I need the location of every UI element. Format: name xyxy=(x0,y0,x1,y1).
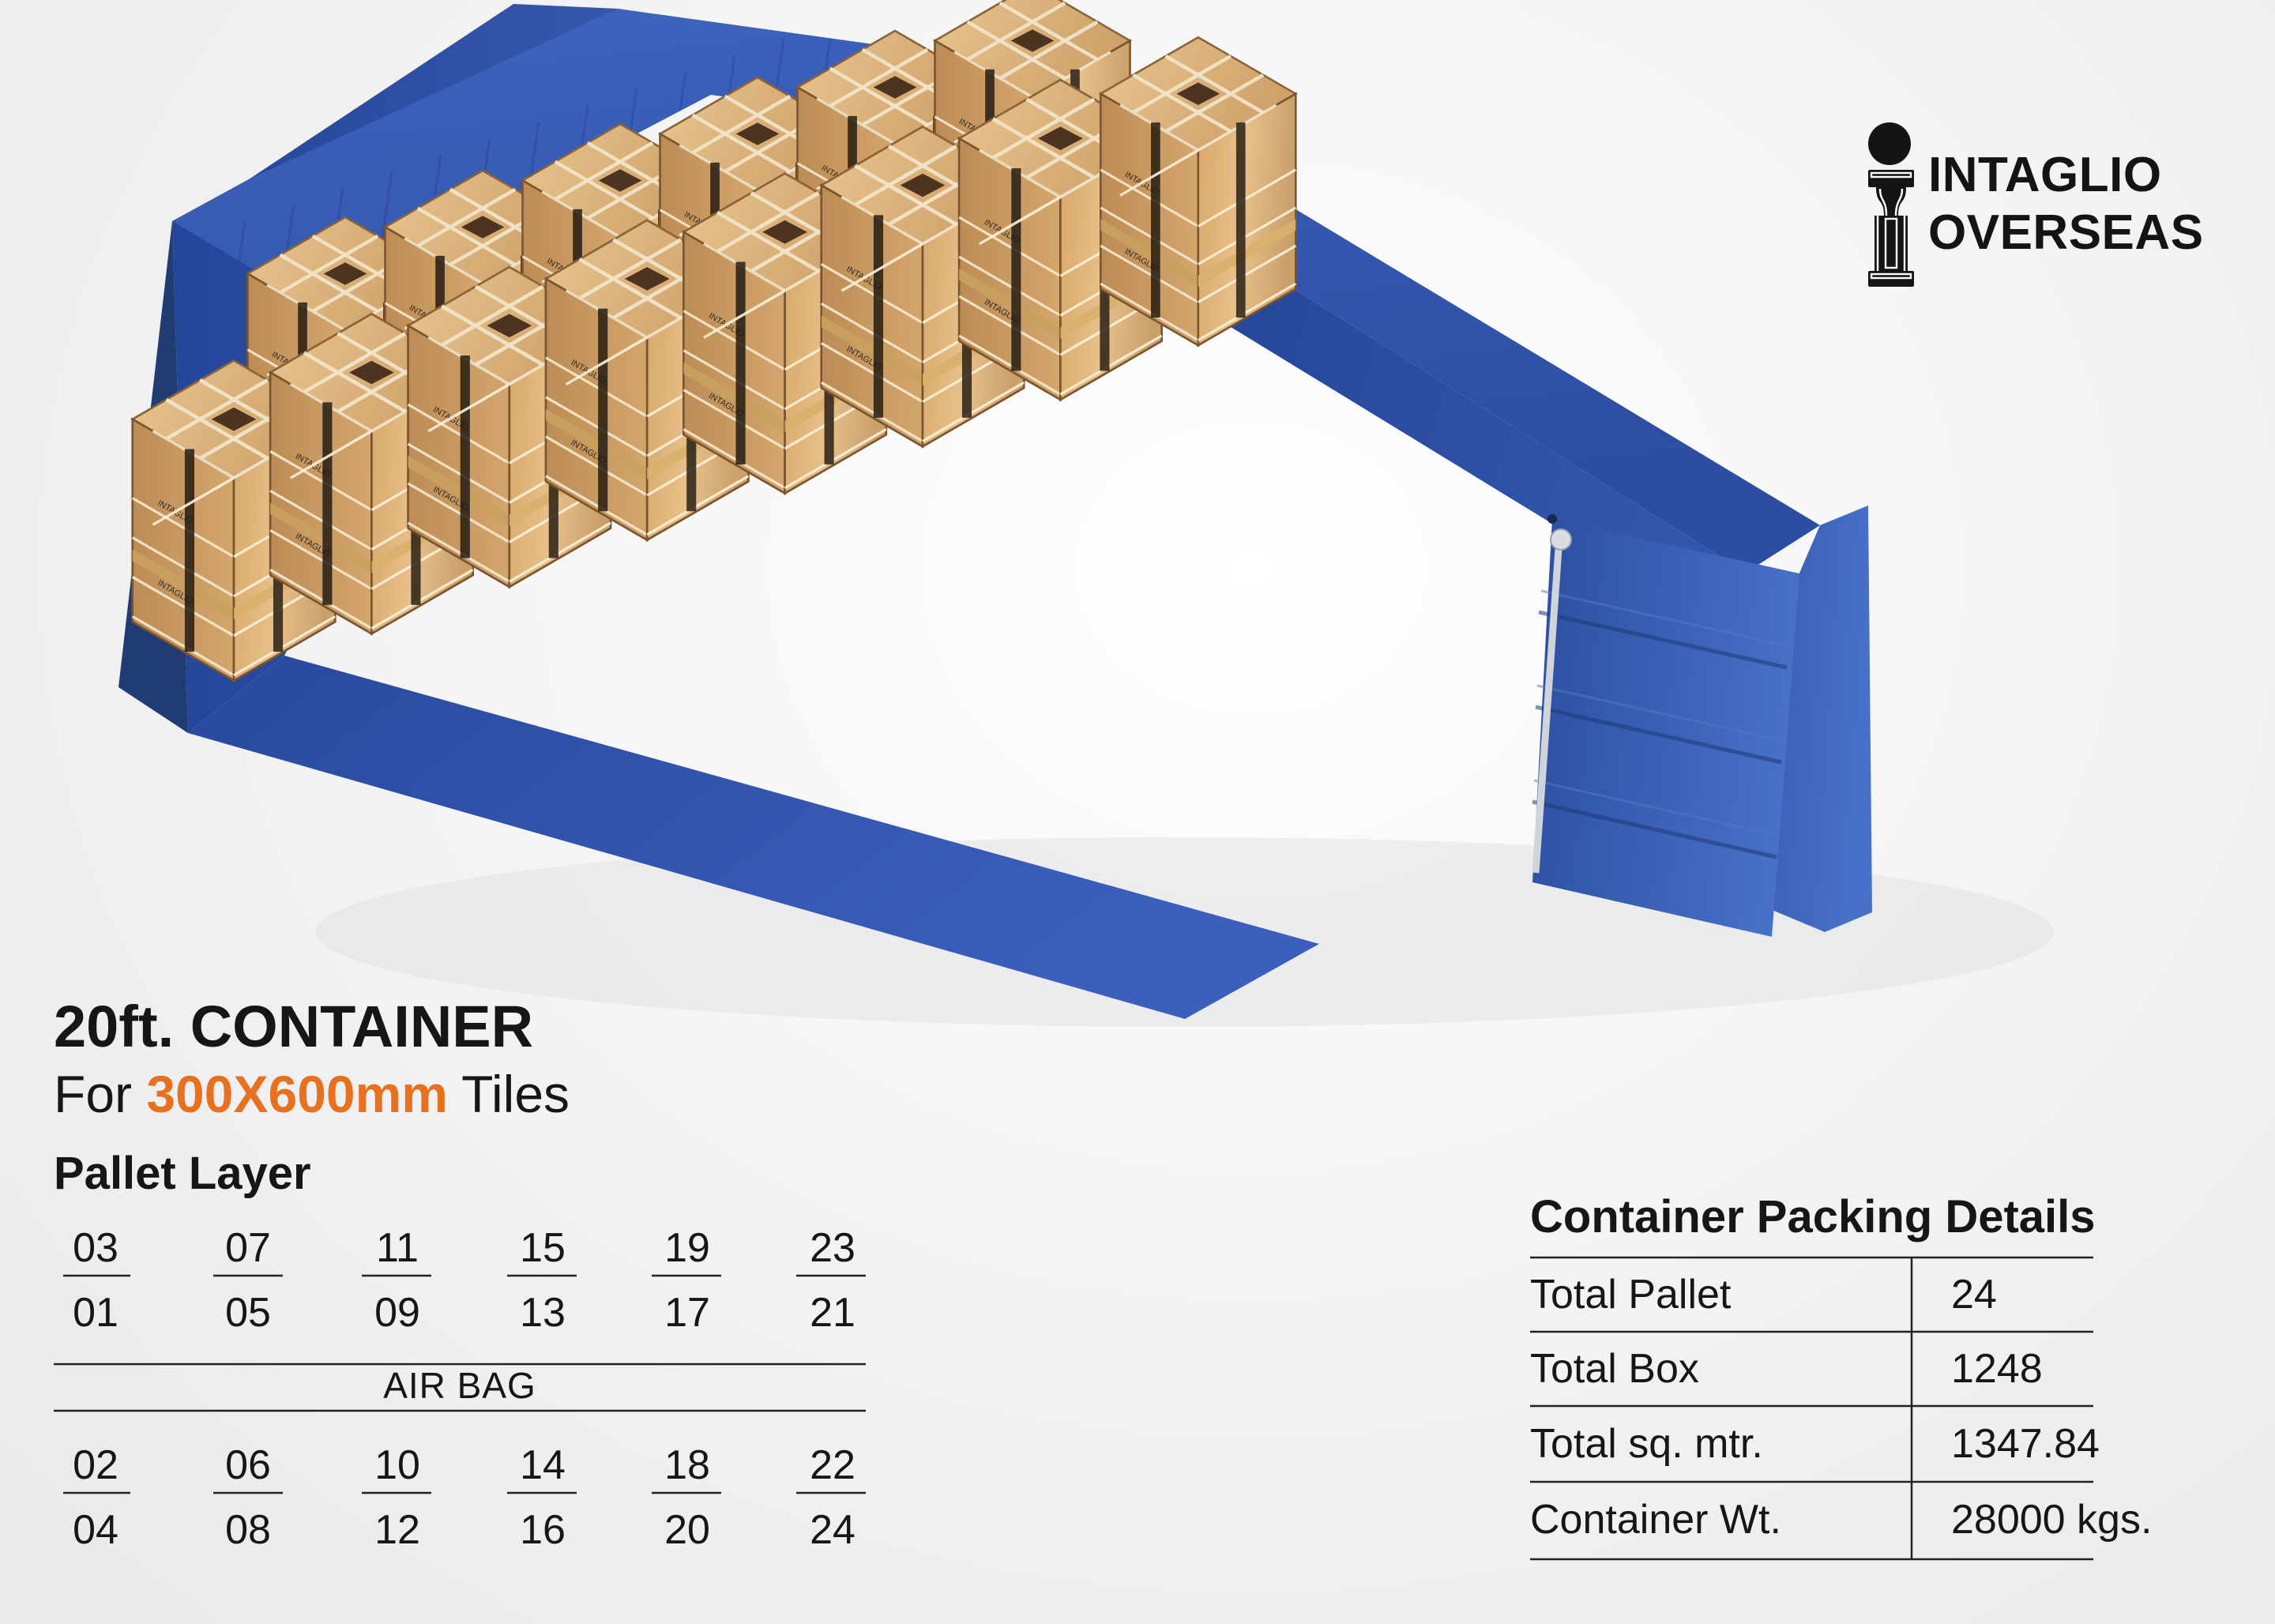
svg-text:11: 11 xyxy=(376,1225,419,1271)
svg-text:15: 15 xyxy=(520,1225,566,1271)
svg-text:19: 19 xyxy=(664,1225,710,1271)
svg-text:21: 21 xyxy=(810,1290,855,1336)
svg-text:03: 03 xyxy=(73,1225,118,1271)
svg-text:17: 17 xyxy=(664,1290,710,1336)
svg-text:22: 22 xyxy=(810,1442,855,1488)
svg-text:12: 12 xyxy=(374,1507,420,1553)
svg-text:13: 13 xyxy=(520,1290,566,1336)
svg-text:06: 06 xyxy=(225,1442,271,1488)
svg-text:INTAGLIO: INTAGLIO xyxy=(1928,148,2162,202)
svg-text:18: 18 xyxy=(664,1442,710,1488)
svg-text:04: 04 xyxy=(73,1507,118,1553)
svg-text:1347.84: 1347.84 xyxy=(1951,1421,2100,1467)
svg-text:14: 14 xyxy=(520,1442,566,1488)
svg-text:24: 24 xyxy=(810,1507,855,1553)
svg-text:24: 24 xyxy=(1951,1272,1997,1318)
svg-text:Container Packing Details: Container Packing Details xyxy=(1530,1191,2096,1242)
svg-text:AIR BAG: AIR BAG xyxy=(383,1365,536,1406)
svg-text:Container Wt.: Container Wt. xyxy=(1530,1497,1781,1543)
svg-text:20: 20 xyxy=(664,1507,710,1553)
svg-text:02: 02 xyxy=(73,1442,118,1488)
svg-text:1248: 1248 xyxy=(1951,1346,2043,1392)
svg-text:20ft. CONTAINER: 20ft. CONTAINER xyxy=(54,994,533,1059)
svg-text:For 300X600mm Tiles: For 300X600mm Tiles xyxy=(54,1065,570,1123)
svg-text:Pallet Layer: Pallet Layer xyxy=(54,1148,311,1199)
svg-text:08: 08 xyxy=(225,1507,271,1553)
svg-text:OVERSEAS: OVERSEAS xyxy=(1928,205,2204,260)
svg-text:28000 kgs.: 28000 kgs. xyxy=(1951,1497,2152,1543)
svg-text:01: 01 xyxy=(73,1290,118,1336)
svg-text:07: 07 xyxy=(225,1225,271,1271)
svg-text:Total Pallet: Total Pallet xyxy=(1530,1272,1732,1318)
svg-text:16: 16 xyxy=(520,1507,566,1553)
svg-text:09: 09 xyxy=(374,1290,420,1336)
svg-text:23: 23 xyxy=(810,1225,855,1271)
svg-text:Total sq. mtr.: Total sq. mtr. xyxy=(1530,1421,1763,1467)
svg-text:10: 10 xyxy=(374,1442,420,1488)
svg-text:05: 05 xyxy=(225,1290,271,1336)
svg-text:Total Box: Total Box xyxy=(1530,1346,1699,1392)
